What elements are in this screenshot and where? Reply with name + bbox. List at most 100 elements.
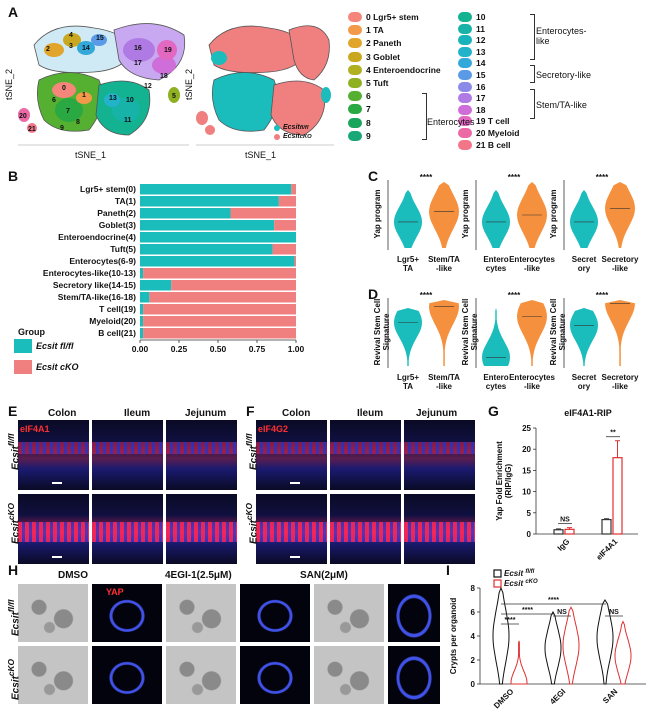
fluorescence-image — [92, 646, 162, 704]
micrograph-tile — [92, 494, 163, 564]
legend-swatch — [348, 51, 362, 62]
cluster-number: 15 — [96, 35, 104, 42]
micrograph-tile — [18, 420, 89, 490]
cluster-legend-item: 0 Lgr5+ stem — [348, 12, 419, 22]
violin-cko — [605, 182, 635, 248]
tissue-band — [330, 522, 401, 542]
y-axis-label: Revival Stem CellSignature — [373, 299, 391, 366]
cluster-legend-item: 1 TA — [348, 25, 384, 36]
stain-label: eIF4A1 — [20, 424, 50, 434]
violin — [544, 610, 562, 685]
legend-label: 6 — [366, 91, 371, 102]
scale-bar — [52, 482, 62, 484]
cluster-number: 2 — [46, 46, 50, 53]
tissue-band — [18, 522, 89, 542]
y-axis-label: Yap Fold Enrichment(RIP/IgG) — [495, 441, 513, 521]
violin — [510, 640, 528, 685]
x-category-label: Enterocytes -like — [509, 255, 555, 273]
legend-item: Ecsit cKO — [14, 360, 79, 374]
cluster-number: 12 — [144, 83, 152, 90]
legend-label: 15 — [476, 70, 486, 80]
legend-swatch — [458, 139, 472, 150]
bar — [601, 518, 612, 535]
legend-swatch — [458, 35, 472, 46]
column-header: Colon — [48, 408, 77, 419]
category-label: Secretory like(14-15) — [53, 280, 136, 290]
y-tick-label: 4 — [471, 632, 476, 641]
cluster-number: 13 — [109, 95, 117, 102]
legend-swatch — [458, 104, 472, 115]
category-label: Tuft(5) — [110, 244, 136, 254]
x-category-label: Secretory -like — [602, 373, 639, 391]
row-label: Ecsitfl/fl — [244, 433, 260, 470]
x-tick-label: 1.00 — [288, 344, 305, 354]
group-bracket — [530, 14, 535, 60]
group-label-enterocytes: Enterocytes — [427, 117, 475, 127]
legend-swatch — [458, 116, 472, 127]
cluster-number: 8 — [76, 119, 80, 126]
legend-label: 1 TA — [366, 25, 384, 36]
x-tick-label: 0.75 — [249, 344, 266, 354]
y-axis-label: Yap program — [461, 190, 470, 239]
legend-label: 3 Goblet — [366, 51, 401, 62]
micrograph-tile — [166, 420, 237, 490]
scale-bar — [52, 556, 62, 558]
y-tick-label: 6 — [471, 608, 476, 617]
legend-swatch — [458, 128, 472, 138]
micrograph-tile — [256, 494, 327, 564]
x-category-label: Enterocytes -like — [509, 373, 555, 391]
cluster-number: 20 — [19, 113, 27, 120]
cluster-number: 1 — [82, 92, 86, 99]
significance-label: **** — [522, 607, 533, 614]
legend-label: 9 — [366, 130, 371, 141]
cluster-legend-item: 12 — [458, 35, 485, 46]
cluster-legend-item: 15 — [458, 70, 485, 80]
x-category-label: Secret ory — [572, 373, 597, 391]
cluster-legend-item: 3 Goblet — [348, 51, 401, 62]
category-label: Enterocytes-like(10-13) — [43, 268, 136, 278]
legend-swatch — [458, 58, 472, 69]
group-label-stem-ta-like: Stem/TA-like — [536, 100, 587, 110]
micrograph-tile — [166, 494, 237, 564]
legend-swatch — [348, 25, 362, 36]
bar — [612, 457, 623, 535]
fluorescence-image — [388, 646, 440, 704]
x-category-label: Lgr5+ TA — [397, 255, 419, 273]
genotype-legend: Ecsit fl/fl Ecsit cKO — [274, 124, 312, 140]
bar-segment — [291, 184, 296, 195]
tissue-band — [92, 522, 163, 542]
legend-swatch — [274, 133, 280, 140]
legend-label: Ecsit — [283, 133, 300, 140]
cluster-number: 10 — [126, 97, 134, 104]
tsne-y-axis-label: tSNE_2 — [184, 68, 194, 100]
tissue-band — [256, 442, 327, 454]
cluster-legend-item: 5 Tuft — [348, 78, 389, 88]
legend-swatch — [458, 46, 472, 57]
category-label: Myeloid(20) — [89, 316, 136, 326]
brightfield-image — [18, 584, 88, 642]
cluster-number: 5 — [172, 93, 176, 100]
chart-title: eIF4A1-RIP — [564, 408, 612, 418]
legend-label: 0 Lgr5+ stem — [366, 12, 419, 22]
panel-label-h: H — [8, 562, 19, 578]
x-category-label: Entero cytes — [483, 373, 508, 391]
cluster-number: 17 — [134, 60, 142, 67]
brightfield-image — [166, 646, 236, 704]
significance-label: **** — [505, 617, 516, 624]
y-tick-label: 0 — [471, 680, 476, 689]
significance-label: **** — [420, 291, 433, 300]
cluster-number: 7 — [66, 108, 70, 115]
bar-segment — [140, 208, 231, 219]
scale-bar — [290, 556, 300, 558]
legend-swatch — [348, 91, 362, 102]
significance-label: **** — [596, 291, 609, 300]
violin-fl — [394, 308, 422, 366]
bar-segment — [140, 244, 273, 255]
cluster-legend-item: 4 Enteroendocrine — [348, 64, 441, 75]
panel-c-violins: Yap program **** Lgr5+ TA Stem/TA -like Yap pr… — [373, 173, 639, 273]
tissue-band — [330, 442, 401, 454]
legend-label: Ecsit cKO — [504, 579, 538, 588]
panel-label-a: A — [8, 4, 19, 20]
cluster-number: 14 — [82, 45, 90, 52]
